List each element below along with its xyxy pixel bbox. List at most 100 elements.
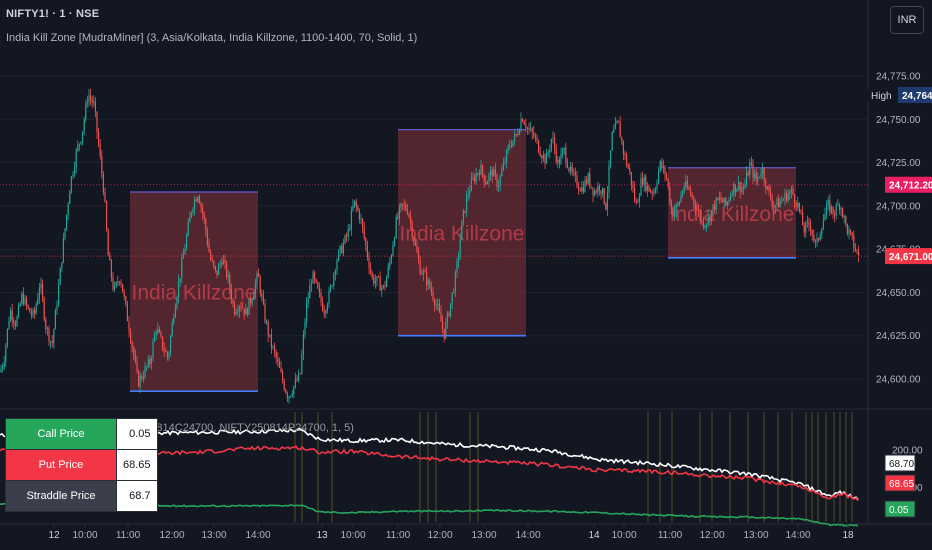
candle-body <box>461 220 463 240</box>
candle-body <box>806 221 808 223</box>
candle-body <box>237 311 239 313</box>
candle-body <box>379 276 381 291</box>
candle-body <box>523 121 525 125</box>
candle-body <box>474 177 476 182</box>
candle-body <box>648 185 650 192</box>
high-value: 24,764.00 <box>902 91 932 102</box>
candle-body <box>832 206 834 214</box>
candle-body <box>291 393 293 396</box>
candle-body <box>202 206 204 214</box>
candle-body <box>226 262 228 278</box>
candle-body <box>750 162 752 164</box>
symbol-title[interactable]: NIFTY1! · 1 · NSE <box>6 8 100 20</box>
candle-body <box>854 247 856 251</box>
candle-body <box>451 292 453 304</box>
candle-body <box>718 197 720 200</box>
candle-body <box>27 305 29 309</box>
candle-body <box>318 288 320 293</box>
candle-body <box>78 143 80 146</box>
candle-body <box>150 358 152 365</box>
candle-body <box>43 298 45 320</box>
candle-body <box>304 322 306 335</box>
candle-body <box>266 321 268 323</box>
candle-body <box>80 141 82 144</box>
candle-body <box>722 200 724 203</box>
candle-body <box>253 294 255 300</box>
candle-body <box>550 139 552 150</box>
candle-body <box>24 298 26 305</box>
candle-body <box>346 235 348 237</box>
candle-body <box>522 118 524 122</box>
candle-body <box>627 165 629 169</box>
candle-body <box>634 188 636 201</box>
candle-body <box>504 162 506 164</box>
candle-body <box>50 341 52 342</box>
candle-body <box>574 172 576 176</box>
candle-body <box>138 370 140 387</box>
candle-body <box>400 203 402 208</box>
candle-body <box>77 145 79 151</box>
candle-body <box>293 386 295 394</box>
candle-body <box>189 216 191 223</box>
candle-body <box>565 148 567 163</box>
candle-body <box>328 290 330 305</box>
candle-body <box>277 358 279 362</box>
candle-body <box>595 191 597 193</box>
candle-body <box>702 221 704 228</box>
candle-body <box>22 293 24 305</box>
y-tick-label: 24,725.00 <box>876 158 921 169</box>
candle-body <box>538 140 540 153</box>
candle-body <box>539 152 541 157</box>
candle-body <box>278 361 280 368</box>
candle-body <box>354 200 356 206</box>
indicator-legend[interactable]: India Kill Zone [MudraMiner] (3, Asia/Ko… <box>6 32 418 44</box>
candle-body <box>674 210 676 216</box>
candle-body <box>315 279 317 283</box>
candle-body <box>472 177 474 180</box>
candle-body <box>74 167 76 175</box>
candle-body <box>624 153 626 155</box>
currency-button[interactable]: INR <box>890 6 924 34</box>
candle-body <box>518 130 520 135</box>
candle-body <box>494 169 496 175</box>
candle-body <box>214 266 216 271</box>
candle-body <box>587 173 589 184</box>
candle-body <box>133 347 135 356</box>
candle-body <box>45 319 47 330</box>
candle-body <box>178 281 180 298</box>
candle-body <box>763 168 765 181</box>
candle-body <box>693 196 695 204</box>
candle-body <box>710 210 712 222</box>
candle-body <box>606 192 608 210</box>
candle-body <box>126 303 128 322</box>
candle-body <box>637 202 639 204</box>
x-tick-label: 13:00 <box>471 530 496 541</box>
candle-body <box>288 396 290 399</box>
candle-body <box>334 270 336 274</box>
candle-body <box>467 193 469 196</box>
candle-body <box>744 184 746 189</box>
candle-body <box>768 186 770 192</box>
candle-body <box>411 222 413 238</box>
candle-body <box>675 204 677 211</box>
candle-body <box>603 188 605 204</box>
high-tag-bg <box>867 87 897 104</box>
x-tick-label: 11:00 <box>658 530 683 541</box>
candle-body <box>274 346 276 352</box>
x-tick-label: 14:00 <box>245 530 270 541</box>
candle-body <box>389 261 391 267</box>
candle-body <box>166 351 168 358</box>
candle-body <box>499 175 501 186</box>
candle-body <box>760 173 762 177</box>
candle-body <box>136 361 138 371</box>
candle-body <box>338 250 340 261</box>
candle-body <box>570 166 572 172</box>
candle-body <box>632 184 634 189</box>
candle-body <box>29 308 31 313</box>
candle-body <box>155 331 157 334</box>
candle-body <box>386 277 388 287</box>
candle-body <box>267 321 269 336</box>
candle-body <box>520 118 522 131</box>
price-tag-bg <box>885 176 932 193</box>
